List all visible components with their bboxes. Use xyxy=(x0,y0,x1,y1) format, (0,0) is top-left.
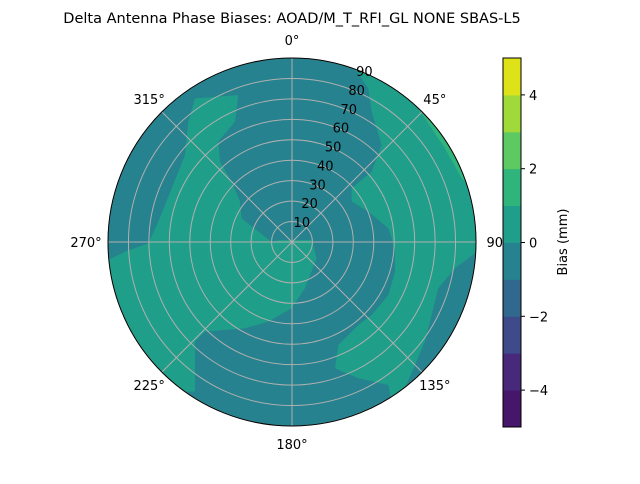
polar-frame xyxy=(107,57,477,427)
colorbar-level-swatch xyxy=(503,58,521,96)
angular-gridline xyxy=(161,111,293,243)
colorbar-label: Bias (mm) xyxy=(556,209,571,276)
colorbar: −4 −2 0 2 4 Bias (mm) xyxy=(502,57,571,428)
colorbar-level-swatch xyxy=(503,390,521,428)
colorbar-level-swatch xyxy=(503,353,521,391)
colorbar-tick-label: 0 xyxy=(529,237,537,252)
radial-tick-label: 90 xyxy=(356,65,373,80)
colorbar-level-swatch xyxy=(503,316,521,354)
radial-tick-label: 10 xyxy=(294,216,311,231)
axis-labels: 1020304050607080900°45°90°135°180°225°27… xyxy=(70,34,509,453)
colorbar-tick-label: −4 xyxy=(529,384,548,399)
radial-tick-label: 40 xyxy=(317,159,334,174)
chart-title: Delta Antenna Phase Biases: AOAD/M_T_RFI… xyxy=(63,11,520,27)
angle-tick-label: 270° xyxy=(70,236,101,251)
angle-tick-label: 135° xyxy=(419,379,450,394)
angle-tick-label: 180° xyxy=(276,438,307,453)
radial-tick-label: 50 xyxy=(325,141,342,156)
contour-region-0-to-1 xyxy=(108,94,317,392)
colorbar-level-swatch xyxy=(503,279,521,317)
angle-tick-label: 0° xyxy=(285,34,300,49)
angular-gridline xyxy=(291,111,423,243)
colorbar-level-swatch xyxy=(503,205,521,243)
angular-gridline xyxy=(291,241,423,373)
radial-tick-label: 70 xyxy=(340,103,357,118)
radial-tick-label: 20 xyxy=(301,197,318,212)
colorbar-tick-label: 2 xyxy=(529,163,537,178)
colorbar-tick-label: −2 xyxy=(529,310,548,325)
radial-tick-label: 60 xyxy=(333,122,350,137)
polar-grid xyxy=(107,57,477,427)
colorbar-level-swatch xyxy=(503,131,521,170)
angle-tick-label: 315° xyxy=(134,93,165,108)
colorbar-tick-label: 4 xyxy=(529,89,537,104)
angular-gridline xyxy=(161,241,293,373)
radial-tick-label: 30 xyxy=(309,178,326,193)
colorbar-level-swatch xyxy=(503,242,521,280)
colorbar-level-swatch xyxy=(503,94,521,133)
angle-tick-label: 225° xyxy=(134,379,165,394)
colorbar-level-swatch xyxy=(503,168,521,207)
radial-tick-label: 80 xyxy=(348,84,365,99)
angle-tick-label: 45° xyxy=(423,93,446,108)
